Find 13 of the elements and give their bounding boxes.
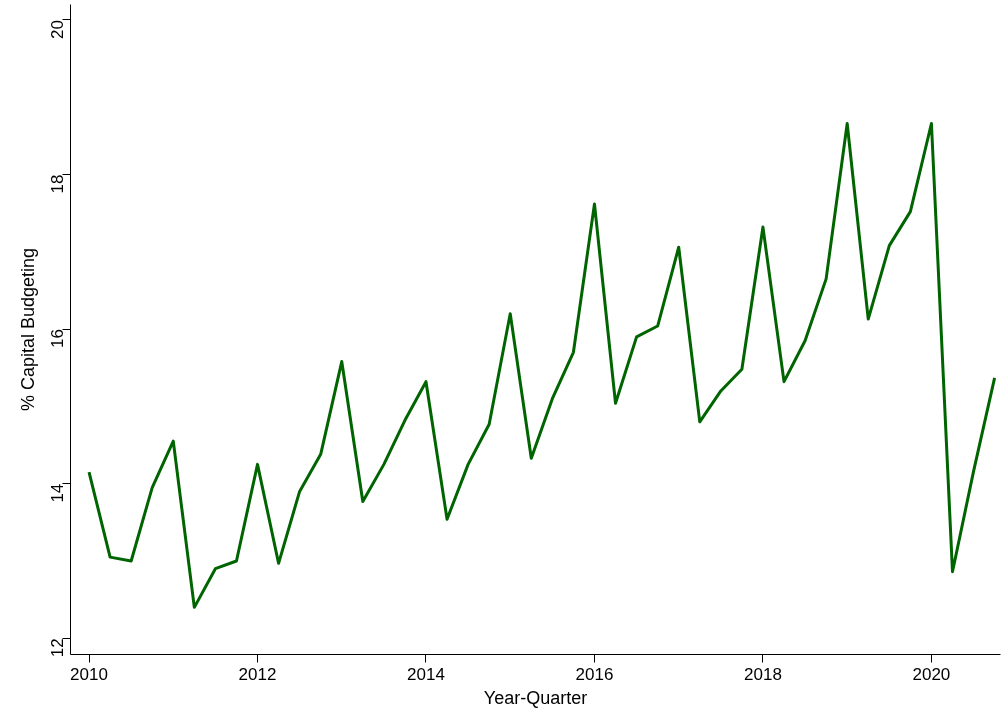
x-tick-label: 2020 bbox=[912, 664, 951, 684]
x-tick-label: 2012 bbox=[238, 664, 277, 684]
x-axis-title: Year-Quarter bbox=[483, 687, 588, 708]
x-tick-label: 2010 bbox=[70, 664, 108, 684]
y-tick-label: 12 bbox=[48, 638, 68, 658]
y-tick-label: 18 bbox=[48, 174, 68, 194]
y-axis-title: % Capital Budgeting bbox=[17, 247, 38, 412]
y-tick-label: 14 bbox=[48, 483, 68, 503]
y-tick-label: 20 bbox=[48, 19, 68, 39]
x-tick-label: 2018 bbox=[744, 664, 782, 684]
y-tick-label: 16 bbox=[48, 329, 68, 349]
x-tick-label: 2014 bbox=[407, 664, 445, 684]
x-tick-label: 2016 bbox=[575, 664, 614, 684]
